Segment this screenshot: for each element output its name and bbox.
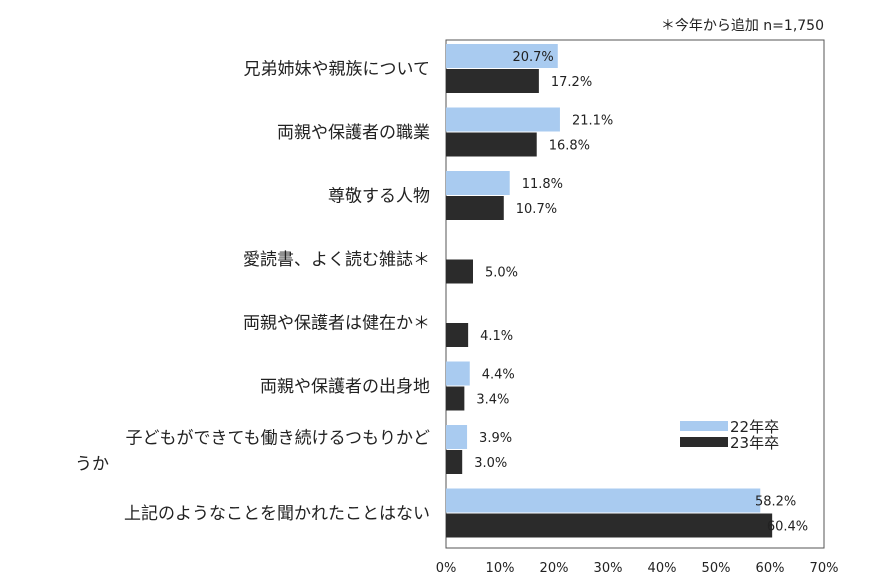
x-tick-label: 40% [648,561,677,576]
bar-22 [446,107,560,132]
category-label: 子どもができても働き続けるつもりかどうか [75,429,430,475]
value-label: 5.0% [485,266,518,281]
bar-23 [446,323,469,347]
bar-22 [446,361,470,386]
category-label: 両親や保護者の職業 [277,123,430,143]
x-tick-label: 70% [810,561,839,576]
value-label: 3.0% [474,456,507,471]
x-tick-label: 60% [756,561,785,576]
bar-22 [446,171,510,195]
bar-22 [446,44,558,68]
bar-23 [446,69,539,93]
value-label: 17.2% [551,75,592,90]
legend-swatch-23 [680,437,728,447]
chart-note: ＊今年から追加 n=1,750 [661,18,824,34]
value-label: 10.7% [516,202,557,217]
bar-23 [446,450,463,474]
plot-area [445,39,825,549]
bar-22 [446,425,468,449]
value-label: 21.1% [572,114,613,129]
bars-layer: 20.7% 17.2% 21.1% 16.8% 11.8% 10.7% 5.0% 4.1% 4.… [446,44,808,538]
bar-23 [446,196,504,220]
legend-label: 23年卒 [730,434,779,452]
x-tick-label: 20% [540,561,569,576]
value-label: 3.9% [479,431,512,446]
category-label: 両親や保護者は健在か＊ [243,314,430,334]
category-label: 兄弟姉妹や親族について [244,60,431,80]
value-label: 60.4% [767,520,808,535]
value-label: 11.8% [522,177,563,192]
value-label: 16.8% [549,139,590,154]
value-label: 3.4% [476,393,509,408]
x-tick-label: 10% [486,561,515,576]
value-label: 20.7% [512,50,553,65]
bar-23 [446,259,473,284]
category-label: 上記のようなことを聞かれたことはない [124,504,430,524]
value-label: 4.1% [480,329,513,344]
x-tick-label: 30% [594,561,623,576]
category-label: 愛読書、よく読む雑誌＊ [243,250,430,270]
x-tick-label: 50% [702,561,731,576]
bar-23 [446,132,537,157]
legend-label: 22年卒 [730,418,779,436]
bar-23 [446,513,773,538]
bar-22 [446,488,761,513]
bar-23 [446,386,465,411]
x-tick-label: 0% [436,561,457,576]
value-label: 58.2% [755,495,796,510]
category-label: 尊敬する人物 [328,187,430,207]
legend-swatch-22 [680,421,728,431]
category-label: 両親や保護者の出身地 [260,377,430,397]
x-axis-ticks: 0% 10% 20% 30% 40% 50% 60% 70% [436,561,839,576]
value-label: 4.4% [482,368,515,383]
